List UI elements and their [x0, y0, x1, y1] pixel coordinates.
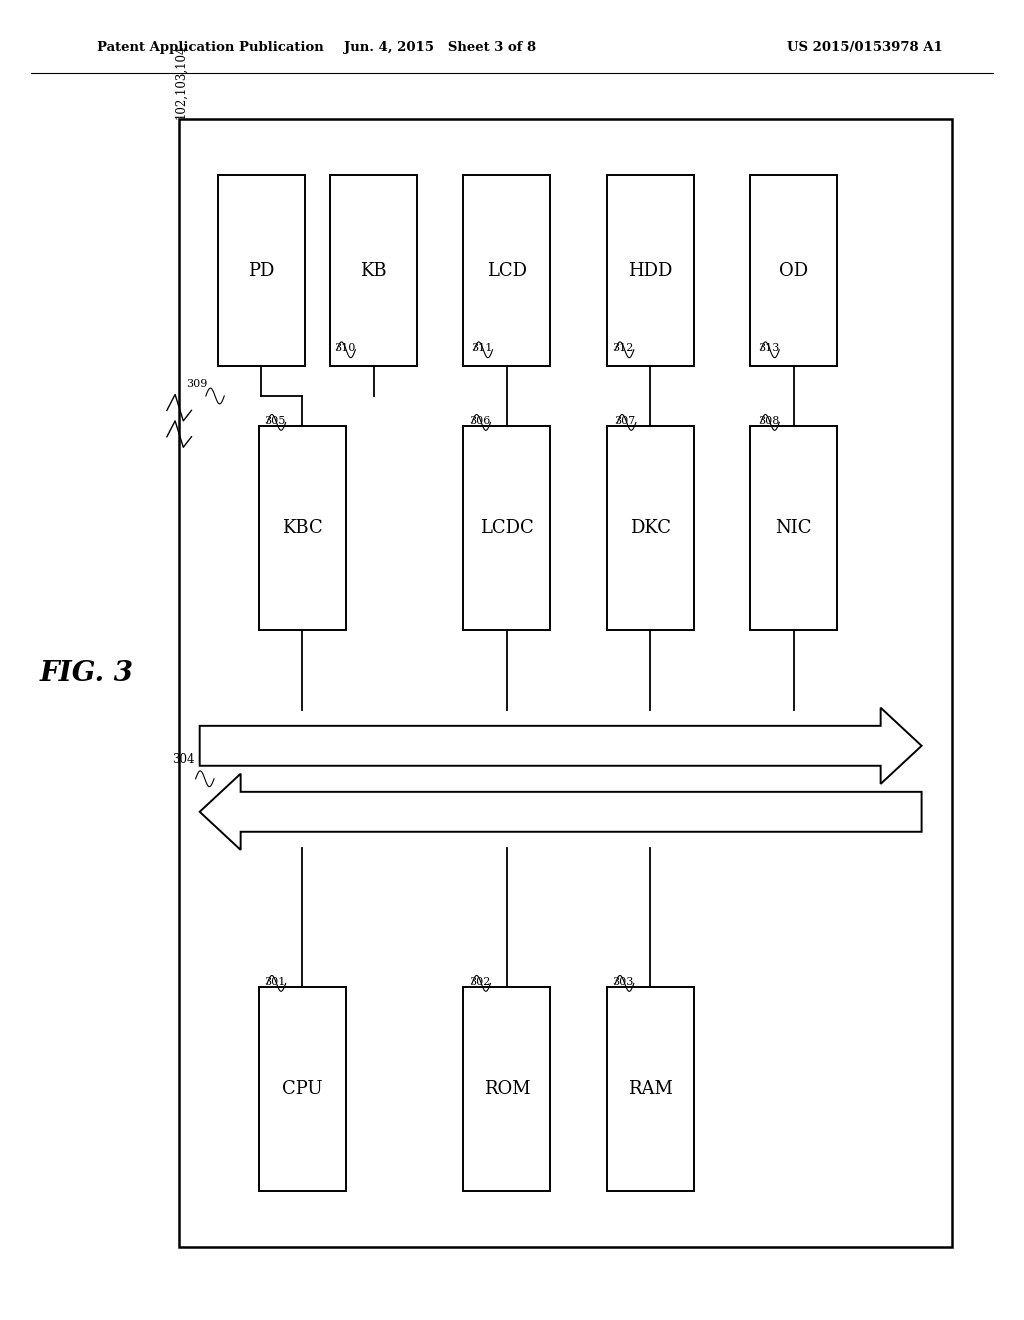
FancyArrow shape [200, 708, 922, 784]
Bar [179, 119, 952, 1247]
Text: 302: 302 [469, 977, 490, 987]
Bar [606, 425, 694, 631]
Bar [606, 987, 694, 1191]
Text: 312: 312 [612, 343, 634, 354]
Text: 305: 305 [264, 416, 286, 426]
Text: NIC: NIC [775, 519, 812, 537]
Text: LCDC: LCDC [480, 519, 534, 537]
Bar [606, 174, 694, 366]
Bar [217, 174, 305, 366]
Text: PD: PD [248, 261, 274, 280]
Bar [463, 174, 551, 366]
Bar [330, 174, 418, 366]
Text: 102,103,104: 102,103,104 [174, 45, 187, 119]
Text: ROM: ROM [483, 1080, 530, 1098]
Text: 306: 306 [469, 416, 490, 426]
Text: DKC: DKC [630, 519, 671, 537]
Text: HDD: HDD [628, 261, 673, 280]
FancyArrow shape [200, 774, 922, 850]
Text: 313: 313 [758, 343, 779, 354]
Bar [463, 425, 551, 631]
Text: OD: OD [779, 261, 808, 280]
Bar [463, 987, 551, 1191]
Bar [258, 987, 346, 1191]
Bar [750, 174, 838, 366]
Text: KB: KB [360, 261, 387, 280]
Text: 310: 310 [334, 343, 355, 354]
Text: Jun. 4, 2015   Sheet 3 of 8: Jun. 4, 2015 Sheet 3 of 8 [344, 41, 537, 54]
Text: 311: 311 [471, 343, 493, 354]
Text: US 2015/0153978 A1: US 2015/0153978 A1 [787, 41, 943, 54]
Text: 301: 301 [264, 977, 286, 987]
Text: CPU: CPU [282, 1080, 323, 1098]
Text: 307: 307 [614, 416, 636, 426]
Text: LCD: LCD [486, 261, 527, 280]
Text: 309: 309 [186, 379, 208, 389]
Text: Patent Application Publication: Patent Application Publication [97, 41, 324, 54]
Text: 308: 308 [758, 416, 779, 426]
Text: RAM: RAM [628, 1080, 673, 1098]
Bar [750, 425, 838, 631]
Text: 303: 303 [612, 977, 634, 987]
Bar [258, 425, 346, 631]
Text: KBC: KBC [282, 519, 323, 537]
Text: 304: 304 [172, 752, 195, 766]
Text: FIG. 3: FIG. 3 [40, 660, 134, 686]
